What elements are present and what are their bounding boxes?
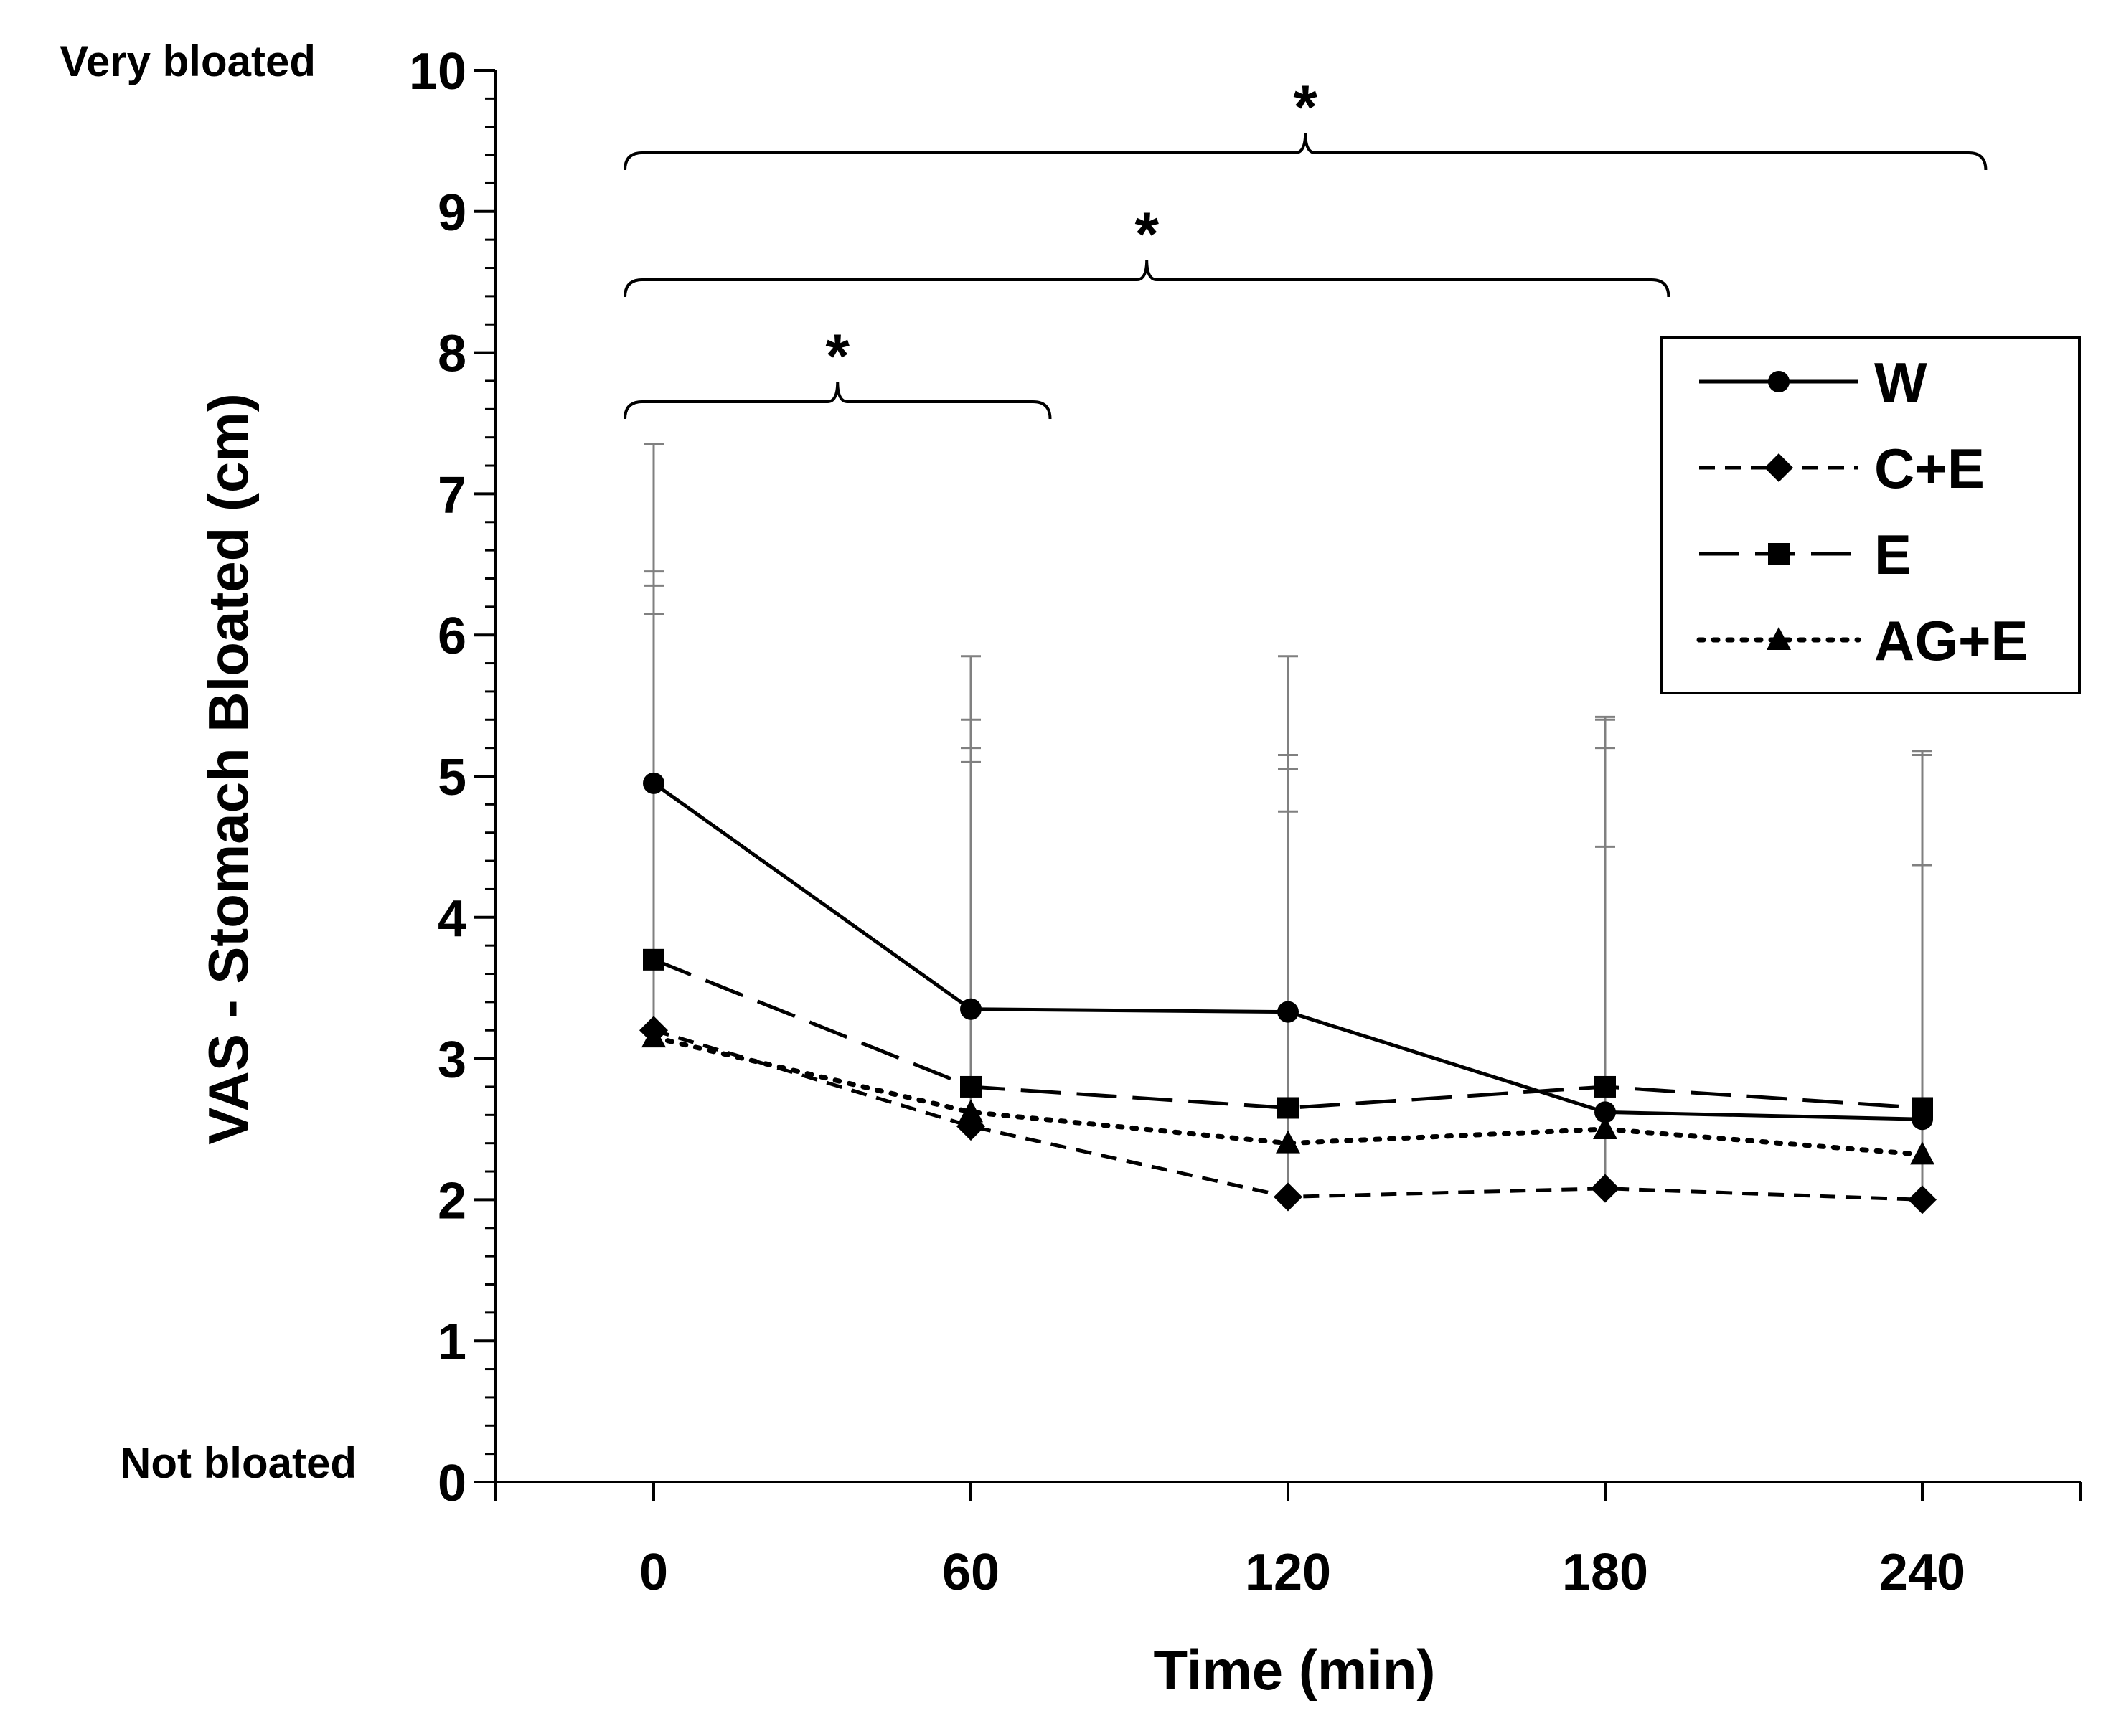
data-point-ag-e (1910, 1141, 1934, 1165)
data-point-e (1594, 1075, 1616, 1098)
y-tick-label: 3 (438, 1032, 466, 1089)
data-point-w (960, 998, 982, 1020)
significance-label: * (1293, 73, 1317, 142)
y-tick-label: 0 (438, 1455, 466, 1512)
data-point-w (1277, 1001, 1299, 1023)
data-point-w (1594, 1101, 1616, 1123)
data-point-e (1277, 1097, 1299, 1119)
x-tick-label: 60 (942, 1544, 1000, 1601)
y-tick-label: 4 (438, 890, 466, 948)
y-anchor-top-label: Very bloated (60, 37, 316, 85)
data-point-c-e (1274, 1182, 1302, 1212)
y-tick-label: 9 (438, 184, 466, 242)
y-tick-label: 6 (438, 608, 466, 665)
data-point-c-e (1591, 1174, 1619, 1203)
series-group (639, 772, 1937, 1214)
x-tick-label: 240 (1879, 1544, 1965, 1601)
y-anchor-bottom-label: Not bloated (120, 1439, 357, 1487)
significance-bracket (624, 132, 1988, 171)
legend-label-ag-e: AG+E (1874, 609, 2028, 672)
x-tick-label: 0 (639, 1544, 668, 1601)
legend-label-w: W (1874, 351, 1927, 414)
y-tick-label: 8 (438, 326, 466, 383)
data-point-ag-e (1593, 1116, 1617, 1139)
series-line-e (653, 958, 1923, 1110)
data-point-e (643, 948, 664, 971)
data-point-ag-e (959, 1099, 983, 1123)
y-tick-label: 10 (409, 43, 466, 100)
legend-marker-e (1768, 543, 1790, 565)
legend: W C+E E AG+E (1660, 336, 2081, 694)
legend-label-c-e: C+E (1874, 437, 1985, 500)
significance-bracket (624, 381, 1052, 420)
legend-marker-c-e (1764, 453, 1793, 482)
significance-label: * (1134, 200, 1159, 269)
significance-label: * (826, 322, 850, 391)
y-axis-label: VAS - Stomach Bloated (cm) (197, 393, 260, 1144)
legend-marker-ag-e (1767, 627, 1791, 650)
significance-brackets: * * * (624, 73, 1988, 420)
data-point-e (1912, 1097, 1933, 1119)
data-point-ag-e (1276, 1130, 1300, 1154)
data-point-e (960, 1075, 982, 1098)
x-axis-label: Time (min) (1154, 1638, 1436, 1702)
legend-label-e: E (1874, 523, 1912, 586)
error-bars (644, 443, 1932, 1200)
y-tick-label: 1 (438, 1313, 466, 1371)
x-tick-label: 180 (1562, 1544, 1648, 1601)
significance-bracket (624, 259, 1670, 298)
x-tick-label: 120 (1245, 1544, 1331, 1601)
data-point-c-e (1908, 1185, 1937, 1214)
legend-box (1660, 336, 2081, 694)
y-tick-label: 5 (438, 749, 466, 806)
data-point-ag-e (641, 1024, 666, 1048)
data-point-w (643, 772, 664, 794)
y-tick-label: 2 (438, 1172, 466, 1230)
legend-marker-w (1768, 371, 1790, 392)
y-tick-label: 7 (438, 466, 466, 524)
axes: 0 1 2 3 4 5 6 7 8 9 10 0 60 120 180 240 (409, 43, 2082, 1601)
